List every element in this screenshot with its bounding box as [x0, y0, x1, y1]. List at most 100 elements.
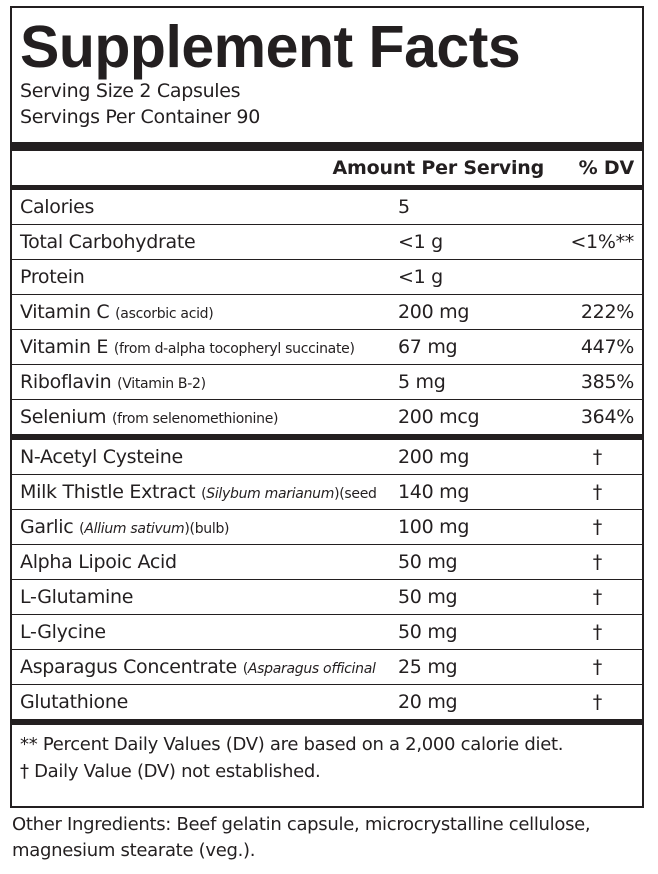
ingredient-row: Milk Thistle Extract (Silybum marianum)(…	[12, 474, 642, 509]
column-header-row: Amount Per Serving % DV	[12, 151, 642, 185]
ingredient-amount: 140 mg	[398, 481, 470, 503]
ingredient-name: Milk Thistle Extract (Silybum marianum)(…	[12, 481, 376, 503]
nutrient-row: Calories 5	[12, 190, 642, 224]
nutrient-name: Riboflavin (Vitamin B-2)	[12, 371, 376, 393]
nutrient-name: Total Carbohydrate	[12, 231, 376, 253]
nutrient-dv: 385%	[580, 371, 634, 393]
ingredient-name: L-Glutamine	[12, 586, 376, 608]
ingredient-name: N-Acetyl Cysteine	[12, 446, 376, 468]
ingredient-latin-name: Silybum marianum	[206, 486, 335, 502]
nutrient-row: Vitamin C (ascorbic acid) 200 mg 222%	[12, 294, 642, 329]
nutrient-label: Selenium	[20, 406, 107, 428]
ingredient-label: Garlic	[20, 516, 74, 538]
nutrient-label: Protein	[20, 266, 85, 288]
ingredient-label: N-Acetyl Cysteine	[20, 446, 183, 468]
nutrient-dv: 364%	[580, 406, 634, 428]
ingredient-row: L-Glutamine 50 mg †	[12, 579, 642, 614]
nutrient-row: Riboflavin (Vitamin B-2) 5 mg 385%	[12, 364, 642, 399]
ingredient-latin-name: Allium sativum	[84, 521, 185, 537]
servings-per-container: Servings Per Container 90	[20, 106, 261, 128]
nutrient-row: Protein <1 g	[12, 259, 642, 294]
nutrient-name: Calories	[12, 196, 376, 218]
ingredient-row: Alpha Lipoic Acid 50 mg †	[12, 544, 642, 579]
nutrient-amount: 5 mg	[398, 371, 446, 393]
nutrient-name: Vitamin E (from d-alpha tocopheryl succi…	[12, 336, 376, 358]
ingredient-latin-name: Asparagus officinalis	[247, 661, 376, 677]
nutrient-name: Protein	[12, 266, 376, 288]
ingredient-name: Asparagus Concentrate (Asparagus officin…	[12, 656, 376, 678]
nutrient-amount: 200 mg	[398, 301, 470, 323]
ingredient-amount: 50 mg	[398, 621, 458, 643]
nutrient-amount: 5	[398, 196, 410, 218]
dv-header: % DV	[578, 157, 635, 179]
other-ingredients: Other Ingredients: Beef gelatin capsule,…	[12, 814, 591, 861]
nutrient-amount: 200 mcg	[398, 406, 480, 428]
nutrient-amount: 67 mg	[398, 336, 458, 358]
ingredient-label: Glutathione	[20, 691, 128, 713]
footnotes: ** Percent Daily Values (DV) are based o…	[12, 725, 642, 785]
ingredient-botanical: (Asparagus officinalis)(shoot)	[243, 661, 376, 677]
nutrient-dv: <1%**	[570, 231, 634, 253]
ingredient-name: Glutathione	[12, 691, 376, 713]
nutrient-row: Selenium (from selenomethionine) 200 mcg 3…	[12, 399, 642, 434]
footnote-divider	[12, 719, 642, 725]
nutrient-label: Calories	[20, 196, 95, 218]
nutrient-dv: 222%	[580, 301, 634, 323]
ingredient-dv: †	[592, 621, 603, 643]
ingredient-name: Garlic (Allium sativum)(bulb)	[12, 516, 376, 538]
nutrient-row: Total Carbohydrate <1 g <1%**	[12, 224, 642, 259]
ingredient-dv: †	[592, 586, 603, 608]
ingredient-botanical: (Silybum marianum)(seeds)	[201, 486, 376, 502]
dv-footnote: ** Percent Daily Values (DV) are based o…	[20, 734, 564, 755]
ingredient-label: Alpha Lipoic Acid	[20, 551, 177, 573]
nutrient-amount: <1 g	[398, 266, 443, 288]
ingredient-list: N-Acetyl Cysteine 200 mg † Milk Thistle Ext…	[12, 440, 642, 719]
nutrient-label: Total Carbohydrate	[20, 231, 196, 253]
ingredient-amount: 20 mg	[398, 691, 458, 713]
header-divider	[12, 185, 642, 190]
ingredient-row: Asparagus Concentrate (Asparagus officin…	[12, 649, 642, 684]
dagger-footnote: † Daily Value (DV) not established.	[20, 761, 321, 782]
section-divider	[12, 434, 642, 440]
nutrient-amount: <1 g	[398, 231, 443, 253]
ingredient-row: N-Acetyl Cysteine 200 mg †	[12, 440, 642, 474]
ingredient-label: Asparagus Concentrate	[20, 656, 237, 678]
ingredient-amount: 25 mg	[398, 656, 458, 678]
ingredient-botanical: (Allium sativum)(bulb)	[79, 521, 230, 537]
ingredient-label: L-Glutamine	[20, 586, 134, 608]
ingredient-dv: †	[592, 481, 603, 503]
serving-size: Serving Size 2 Capsules	[20, 80, 241, 102]
nutrient-dv: 447%	[580, 336, 634, 358]
ingredient-amount: 200 mg	[398, 446, 470, 468]
nutrient-name: Selenium (from selenomethionine)	[12, 406, 376, 428]
ingredient-amount: 100 mg	[398, 516, 470, 538]
panel-title: Supplement Facts	[20, 14, 521, 80]
supplement-facts-panel: Supplement Facts Serving Size 2 Capsules…	[10, 6, 644, 808]
nutrient-list: Calories 5 Total Carbohydrate <1 g <1%** Prot…	[12, 190, 642, 434]
ingredient-dv: †	[592, 446, 603, 468]
ingredient-dv: †	[592, 691, 603, 713]
amount-per-serving-header: Amount Per Serving	[332, 157, 545, 179]
ingredient-plant-part: (seeds)	[339, 486, 376, 502]
ingredient-label: L-Glycine	[20, 621, 106, 643]
nutrient-source: (Vitamin B-2)	[117, 376, 206, 392]
nutrient-source: (ascorbic acid)	[115, 306, 214, 322]
ingredient-dv: †	[592, 551, 603, 573]
ingredient-plant-part: (bulb)	[189, 521, 230, 537]
ingredient-row: L-Glycine 50 mg †	[12, 614, 642, 649]
nutrient-label: Vitamin C	[20, 301, 110, 323]
ingredient-row: Glutathione 20 mg †	[12, 684, 642, 719]
nutrient-label: Riboflavin	[20, 371, 112, 393]
ingredient-dv: †	[592, 516, 603, 538]
nutrient-name: Vitamin C (ascorbic acid)	[12, 301, 376, 323]
ingredient-name: Alpha Lipoic Acid	[12, 551, 376, 573]
ingredient-name: L-Glycine	[12, 621, 376, 643]
ingredient-amount: 50 mg	[398, 551, 458, 573]
nutrient-source: (from selenomethionine)	[111, 411, 279, 427]
nutrient-label: Vitamin E	[20, 336, 109, 358]
ingredient-row: Garlic (Allium sativum)(bulb) 100 mg †	[12, 509, 642, 544]
ingredient-label: Milk Thistle Extract	[20, 481, 196, 503]
nutrient-row: Vitamin E (from d-alpha tocopheryl succi…	[12, 329, 642, 364]
ingredient-dv: †	[592, 656, 603, 678]
thick-divider	[12, 142, 642, 151]
